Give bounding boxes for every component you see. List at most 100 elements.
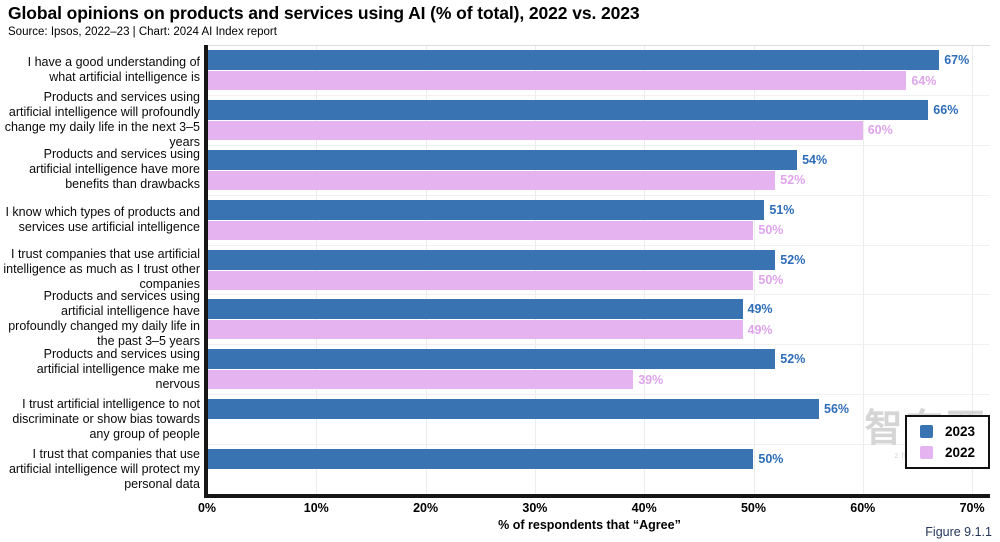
x-axis-tick: 0% [197, 501, 217, 515]
x-axis-line [204, 494, 990, 498]
category-bars: 52% 50% [207, 245, 985, 295]
bar-track-2022: 52% [207, 170, 805, 190]
x-axis-tick: 30% [522, 501, 548, 515]
bar-track-2023: 54% [207, 149, 828, 170]
legend-swatch-2023 [919, 425, 933, 438]
legend-items: 2023 2022 [919, 424, 975, 460]
bar-track-2023: 67% [207, 50, 969, 70]
bar-2023 [207, 449, 754, 470]
category-bars: 56% [207, 394, 985, 444]
category-label: I trust artificial intelligence to not d… [12, 396, 200, 441]
category-bars: 50% [207, 444, 985, 494]
bar-2022 [207, 370, 634, 390]
bar-value-label: 60% [867, 123, 893, 138]
bar-value-label: 50% [758, 223, 784, 238]
bar-track-2022: 64% [207, 71, 936, 90]
bar-2022 [207, 220, 754, 240]
x-axis-tick: 50% [740, 501, 767, 515]
bar-track-2023: 50% [207, 449, 784, 470]
bar-track-2022: 39% [207, 370, 664, 390]
bar-value-label: 67% [944, 53, 970, 67]
category-label: I trust companies that use artificial in… [3, 247, 200, 291]
bar-value-label: 50% [758, 452, 784, 467]
category-label: I have a good understanding of what arti… [27, 54, 200, 84]
category-bars: 67% 64% [207, 45, 985, 95]
bar-value-label: 52% [780, 352, 806, 367]
bar-track-2022: 50% [207, 220, 784, 240]
horizontal-gridline [207, 244, 990, 246]
category-row: Products and services using artificial i… [0, 344, 985, 394]
bar-2022 [207, 320, 743, 340]
bar-value-label: 39% [638, 372, 664, 387]
x-axis-tick: 20% [413, 501, 439, 515]
bar-2023 [207, 50, 940, 70]
category-row: I know which types of products and servi… [0, 195, 985, 245]
legend-label-2022: 2022 [944, 445, 975, 460]
category-bars: 66% 60% [207, 95, 985, 145]
category-label: Products and services using artificial i… [29, 147, 200, 192]
chart-source: Source: Ipsos, 2022–23 | Chart: 2024 AI … [8, 26, 277, 38]
horizontal-gridline [207, 45, 990, 46]
bar-value-label: 64% [911, 73, 937, 88]
category-label: Products and services using artificial i… [4, 89, 200, 149]
bar-track-2022: 60% [207, 120, 893, 140]
legend: 2023 2022 [904, 415, 990, 469]
category-label: Products and services using artificial i… [36, 346, 200, 391]
bar-2023 [207, 349, 776, 370]
bar-2022 [207, 71, 907, 90]
vertical-gridline [862, 45, 864, 494]
legend-label-2023: 2023 [944, 424, 975, 439]
bar-value-label: 52% [780, 252, 806, 267]
bar-value-label: 49% [747, 322, 773, 337]
bar-2023 [207, 199, 765, 220]
bar-track-2022: 49% [207, 320, 773, 340]
category-label: I trust that companies that use artifici… [8, 446, 200, 491]
legend-swatch-2022 [919, 446, 933, 459]
chart-title: Global opinions on products and services… [8, 3, 640, 23]
x-axis-tick: 60% [850, 501, 876, 515]
bar-track-2023: 56% [207, 399, 849, 420]
bar-2022 [207, 120, 863, 140]
category-label: I know which types of products and servi… [5, 204, 200, 234]
category-bars: 52% 39% [207, 344, 985, 394]
bar-track-2023: 51% [207, 199, 795, 220]
bar-2022 [207, 170, 776, 190]
x-axis-tick: 40% [631, 501, 657, 515]
category-row: I trust that companies that use artifici… [0, 444, 985, 494]
horizontal-gridline [207, 194, 990, 196]
horizontal-gridline [207, 94, 990, 96]
horizontal-gridline [207, 344, 990, 346]
horizontal-gridline [207, 144, 990, 146]
bar-2023 [207, 249, 776, 270]
bar-2023 [207, 399, 819, 420]
x-axis-tick: 10% [303, 501, 329, 515]
bar-track-2023: 52% [207, 349, 806, 370]
category-bars: 51% 50% [207, 195, 985, 245]
bar-rows: I have a good understanding of what arti… [0, 45, 985, 494]
bar-track-2023: 52% [207, 249, 806, 270]
y-axis-line [204, 45, 208, 498]
figure-number: Figure 9.1.1 [925, 525, 992, 539]
category-row: I trust artificial intelligence to not d… [0, 394, 985, 444]
bar-value-label: 54% [802, 152, 828, 167]
bar-2022 [207, 270, 754, 290]
bar-2023 [207, 299, 743, 320]
bar-value-label: 66% [933, 102, 959, 117]
bar-track-2023: 66% [207, 99, 959, 120]
bar-2023 [207, 149, 798, 170]
x-axis-tick: 70% [959, 501, 985, 515]
bar-value-label: 50% [758, 273, 784, 288]
category-bars: 54% 52% [207, 145, 985, 195]
bar-track-2022: 50% [207, 270, 784, 290]
legend-item-2022: 2022 [919, 445, 975, 460]
horizontal-gridline [207, 294, 990, 296]
category-row: I trust companies that use artificial in… [0, 245, 985, 295]
vertical-gridline [972, 45, 974, 494]
bar-value-label: 51% [769, 202, 795, 217]
legend-item-2023: 2023 [919, 424, 975, 439]
category-row: Products and services using artificial i… [0, 289, 985, 348]
bar-2023 [207, 99, 929, 120]
horizontal-gridline [207, 444, 990, 446]
bar-track-2023: 49% [207, 299, 773, 320]
